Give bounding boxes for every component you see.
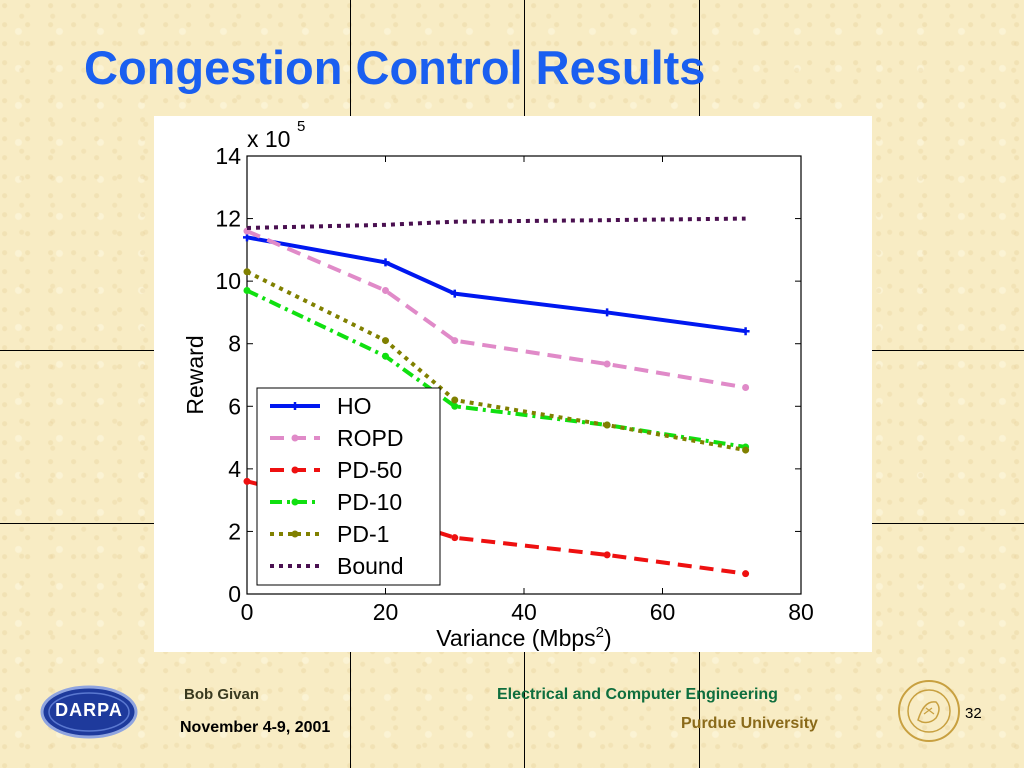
x-axis-label: Variance (Mbps2) [436,624,611,651]
series-bound [246,216,746,230]
data-point-ho [381,258,390,267]
x-tick-label: 20 [373,599,399,625]
presenter-name: Bob Givan [184,686,260,703]
data-point-ropd [451,337,459,345]
data-point-ho [603,308,612,317]
darpa-logo-icon [40,685,138,739]
legend-marker-ropd [291,434,299,442]
legend-label-bound: Bound [337,553,404,579]
series-line-pd-10 [246,288,746,449]
data-point-pd-50 [243,477,251,485]
data-point-ropd [603,360,611,368]
data-point-pd-1 [742,446,750,454]
y-tick-label: 2 [228,518,241,544]
purdue-seal-icon [898,680,960,742]
series-ho [243,233,750,336]
page-number: 32 [965,705,982,722]
slide-title: Congestion Control Results [84,41,706,94]
legend-marker-ho [291,402,299,410]
event-date: November 4-9, 2001 [180,719,331,736]
x-tick-label: 0 [241,599,254,625]
legend-label-ho: HO [337,393,372,419]
legend-label-pd-10: PD-10 [337,489,402,515]
y-axis-label: Reward [182,335,208,414]
data-point-ho [741,327,750,336]
data-point-pd-50 [451,534,459,542]
y-tick-label: 8 [228,331,241,357]
data-point-pd-50 [603,551,611,559]
data-point-pd-10 [451,402,459,410]
series-line-ropd [246,229,746,390]
y-tick-label: 10 [215,268,241,294]
y-tick-label: 12 [215,206,241,232]
darpa-logo-text: DARPA [55,700,123,720]
y-tick-label: 0 [228,581,241,607]
data-point-ropd [742,384,750,392]
legend: HO ROPD PD-50 PD-10 PD-1 Bound [256,387,441,586]
legend-label-ropd: ROPD [337,425,403,451]
legend-box [256,387,441,586]
department-name: Electrical and Computer Engineering [497,686,778,703]
series-line-bound [246,216,746,230]
data-point-ropd [382,287,389,295]
legend-label-pd-50: PD-50 [337,457,402,483]
data-point-pd-1 [243,268,251,276]
y-tick-label: 4 [228,456,241,482]
data-point-ho [243,233,251,242]
chart-panel: 0 2 4 6 8 10 12 14 0 20 40 60 80 x 10 5 Reward Variance … [154,116,872,652]
x-tick-label: 60 [650,599,676,625]
series-line-ho [246,235,746,334]
series-ropd [243,227,750,392]
y-tick-label: 14 [215,143,241,169]
data-point-pd-1 [603,421,611,429]
data-point-pd-1 [382,337,389,345]
university-name: Purdue University [681,715,818,732]
x-tick-label: 80 [788,599,814,625]
y-tick-label: 6 [228,393,241,419]
data-point-pd-10 [243,287,251,295]
data-point-pd-1 [451,396,459,404]
y-axis-multiplier: x 10 [247,126,290,152]
legend-marker-pd-50 [291,466,299,474]
legend-marker-pd-10 [291,498,299,506]
data-point-ho [450,289,459,298]
x-tick-label: 40 [511,599,537,625]
data-point-pd-10 [382,352,389,360]
line-chart: 0 2 4 6 8 10 12 14 0 20 40 60 80 x 10 5 Reward Variance … [182,118,814,651]
legend-label-pd-1: PD-1 [337,521,389,547]
data-point-pd-50 [742,570,750,578]
legend-marker-pd-1 [291,530,299,538]
y-axis-multiplier-exponent: 5 [297,118,305,135]
series-pd-1 [243,268,750,454]
